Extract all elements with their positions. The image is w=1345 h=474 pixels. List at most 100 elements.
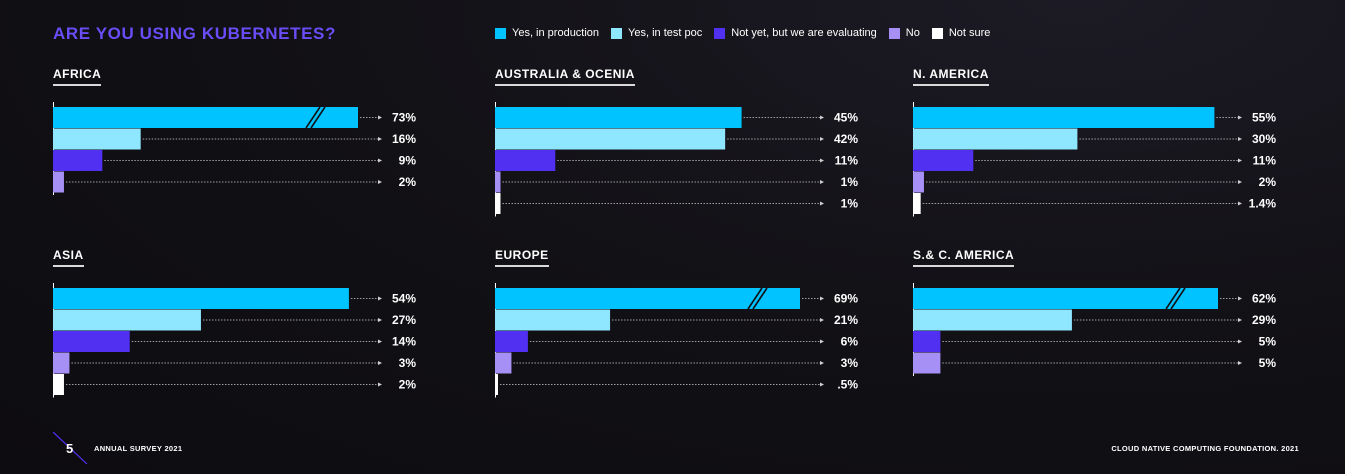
page-number: 5 xyxy=(66,441,74,456)
value-label-no: 3% xyxy=(841,356,859,370)
value-label-no: 2% xyxy=(1259,175,1277,189)
leader-arrow-yes-in-production xyxy=(820,296,824,301)
bar-not-yet-but-we-are-evaluating xyxy=(53,331,130,352)
leader-arrow-no xyxy=(820,180,824,184)
leader-arrow-not-sure xyxy=(820,201,824,206)
panel-asia: ASIA 54% 27% 14% 3% 2% xyxy=(53,248,423,408)
legend-swatch-test-poc xyxy=(611,27,623,39)
value-label-not-sure: .5% xyxy=(837,378,858,392)
leader-arrow-yes-in-production xyxy=(378,115,382,120)
bar-no xyxy=(495,352,512,374)
leader-arrow-yes-in-test-poc xyxy=(1238,137,1242,141)
leader-arrow-not-sure xyxy=(820,382,824,387)
value-label-yes-in-test-poc: 16% xyxy=(392,132,416,146)
value-label-yes-in-test-poc: 27% xyxy=(392,313,416,327)
value-label-not-sure: 1% xyxy=(841,197,859,211)
leader-arrow-yes-in-production xyxy=(820,115,824,120)
bar-yes-in-test-poc xyxy=(495,128,726,150)
leader-arrow-yes-in-production xyxy=(1238,115,1242,120)
bar-not-sure xyxy=(495,193,501,214)
leader-arrow-no xyxy=(1238,180,1242,184)
leader-arrow-not-sure xyxy=(1238,201,1242,206)
legend-item-production: Yes, in production xyxy=(495,27,599,39)
leader-arrow-not-yet-but-we-are-evaluating xyxy=(820,339,824,344)
leader-arrow-not-sure xyxy=(378,382,382,387)
value-label-not-yet-but-we-are-evaluating: 6% xyxy=(841,335,859,349)
value-label-yes-in-production: 45% xyxy=(834,111,858,125)
bar-yes-in-test-poc xyxy=(495,309,611,331)
break-mark-1 xyxy=(747,287,763,310)
leader-arrow-yes-in-test-poc xyxy=(378,318,382,322)
leader-arrow-not-yet-but-we-are-evaluating xyxy=(378,158,382,163)
leader-arrow-yes-in-test-poc xyxy=(1238,318,1242,322)
leader-arrow-yes-in-production xyxy=(1238,296,1242,301)
value-label-yes-in-production: 73% xyxy=(392,111,416,125)
value-label-not-sure: 2% xyxy=(399,378,417,392)
bar-no xyxy=(913,352,941,374)
value-label-no: 2% xyxy=(399,175,417,189)
legend-item-test-poc: Yes, in test poc xyxy=(611,27,702,39)
bar-not-sure xyxy=(53,374,64,395)
value-label-not-yet-but-we-are-evaluating: 11% xyxy=(835,154,859,168)
bar-not-yet-but-we-are-evaluating xyxy=(495,331,528,352)
value-label-no: 1% xyxy=(841,175,859,189)
panel-europe: EUROPE 69% 21% 6% 3% .5% xyxy=(495,248,865,408)
legend-label-not-sure: Not sure xyxy=(948,27,991,39)
value-label-yes-in-test-poc: 21% xyxy=(834,313,858,327)
bar-not-sure xyxy=(913,193,921,214)
bar-chart-europe: 69% 21% 6% 3% .5% xyxy=(495,283,859,398)
bar-yes-in-production xyxy=(53,288,349,309)
panel-title-s-c-america: S.& C. AMERICA xyxy=(913,248,1015,267)
page-title: ARE YOU USING KUBERNETES? xyxy=(53,24,336,43)
value-label-not-yet-but-we-are-evaluating: 11% xyxy=(1253,154,1277,168)
legend-label-no: No xyxy=(905,27,920,39)
break-mark-1 xyxy=(305,106,321,129)
leader-arrow-yes-in-production xyxy=(378,296,382,301)
value-label-yes-in-test-poc: 30% xyxy=(1252,132,1276,146)
legend-item-no: No xyxy=(888,27,920,39)
bar-yes-in-production xyxy=(495,107,742,128)
bar-chart-australia-ocenia: 45% 42% 11% 1% 1% xyxy=(495,102,859,217)
panel-title-europe: EUROPE xyxy=(495,248,549,267)
bar-chart-n-america: 55% 30% 11% 2% 1.4% xyxy=(913,102,1277,217)
leader-arrow-not-yet-but-we-are-evaluating xyxy=(1238,158,1242,163)
value-label-not-sure: 1.4% xyxy=(1249,197,1277,211)
leader-arrow-no xyxy=(1238,361,1242,365)
bar-yes-in-production xyxy=(913,288,1218,309)
bar-no xyxy=(913,171,924,193)
bar-yes-in-test-poc xyxy=(53,309,201,331)
panel-africa: AFRICA 73% 16% 9% 2% xyxy=(53,67,423,227)
legend-swatch-no xyxy=(888,27,900,39)
legend-swatch-production xyxy=(495,27,506,39)
panel-australia-ocenia: AUSTRALIA & OCENIA 45% 42% 11% 1% 1% xyxy=(495,67,865,227)
bar-not-sure xyxy=(495,374,498,395)
legend-swatch-evaluating xyxy=(714,27,726,39)
bar-yes-in-production xyxy=(913,107,1215,128)
break-mark-2 xyxy=(310,106,326,129)
value-label-not-yet-but-we-are-evaluating: 14% xyxy=(392,335,416,349)
bar-not-yet-but-we-are-evaluating xyxy=(913,150,974,171)
panel-title-africa: AFRICA xyxy=(53,67,102,86)
break-mark-2 xyxy=(1170,287,1186,310)
value-label-yes-in-test-poc: 42% xyxy=(834,132,858,146)
break-mark-1 xyxy=(1165,287,1181,310)
foundation-label: CLOUD NATIVE COMPUTING FOUNDATION. 2021 xyxy=(1111,444,1299,453)
leader-arrow-no xyxy=(378,180,382,184)
panel-s-c-america: S.& C. AMERICA 62% 29% 5% 5% xyxy=(913,248,1283,408)
bar-not-yet-but-we-are-evaluating xyxy=(495,150,556,171)
bar-no xyxy=(53,171,64,193)
legend-item-evaluating: Not yet, but we are evaluating xyxy=(714,27,877,39)
leader-arrow-not-yet-but-we-are-evaluating xyxy=(378,339,382,344)
leader-arrow-yes-in-test-poc xyxy=(378,137,382,141)
bar-chart-asia: 54% 27% 14% 3% 2% xyxy=(53,283,416,398)
panel-title-n-america: N. AMERICA xyxy=(913,67,989,86)
break-mark-2 xyxy=(752,287,768,310)
bar-yes-in-test-poc xyxy=(913,309,1072,331)
leader-arrow-no xyxy=(378,361,382,365)
legend-label-evaluating: Not yet, but we are evaluating xyxy=(731,27,877,39)
value-label-yes-in-production: 54% xyxy=(392,292,416,306)
bar-yes-in-production xyxy=(53,107,358,128)
value-label-yes-in-production: 69% xyxy=(834,292,858,306)
bar-yes-in-production xyxy=(495,288,800,309)
